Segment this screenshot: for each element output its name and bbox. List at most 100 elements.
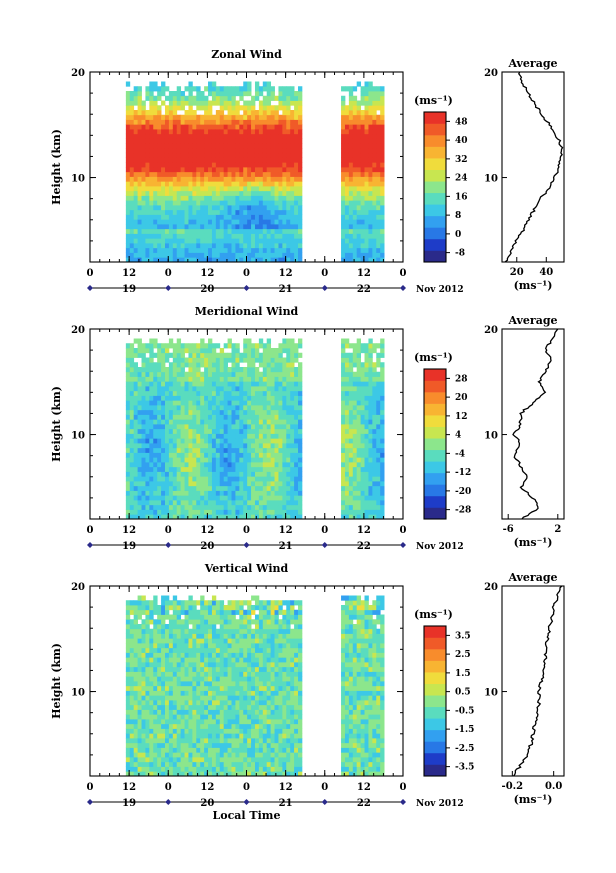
- heatmap-cell: [258, 509, 264, 515]
- heatmap-cell: [180, 700, 185, 706]
- heatmap-cell: [298, 228, 303, 234]
- heatmap-cell: [176, 233, 182, 239]
- heatmap-cell: [153, 381, 158, 387]
- heatmap-cell: [200, 129, 205, 135]
- heatmap-cell: [235, 105, 240, 111]
- heatmap-cell: [360, 129, 365, 135]
- heatmap-cell: [290, 495, 295, 501]
- heatmap-cell: [286, 428, 291, 434]
- heatmap-cell: [164, 190, 170, 196]
- heatmap-cell: [364, 152, 369, 158]
- heatmap-cell: [251, 209, 256, 215]
- heatmap-cell: [376, 481, 381, 487]
- heatmap-cell: [368, 381, 373, 387]
- profile-line: [504, 71, 564, 263]
- heatmap-cell: [153, 447, 158, 453]
- heatmap-cell: [208, 243, 213, 249]
- heatmap-cell: [286, 100, 291, 106]
- heatmap-cell: [348, 424, 354, 430]
- heatmap-cell: [164, 457, 170, 463]
- heatmap-cell: [196, 124, 201, 130]
- heatmap-cell: [204, 424, 209, 430]
- heatmap-cell: [172, 367, 178, 373]
- heatmap-cell: [188, 157, 193, 163]
- heatmap-cell: [215, 171, 221, 177]
- heatmap-cell: [164, 771, 170, 777]
- heatmap-cell: [153, 114, 158, 120]
- heatmap-cell: [243, 367, 248, 373]
- heatmap-cell: [129, 133, 135, 139]
- heatmap-cell: [298, 405, 303, 411]
- heatmap-cell: [243, 481, 248, 487]
- heatmap-cell: [352, 114, 358, 120]
- heatmap-cell: [153, 119, 158, 125]
- heatmap-cell: [129, 761, 135, 767]
- heatmap-cell: [157, 628, 162, 634]
- heatmap-cell: [286, 152, 291, 158]
- heatmap-cell: [211, 181, 217, 187]
- colorbar-swatch: [424, 484, 446, 497]
- heatmap-cell: [341, 148, 346, 154]
- heatmap-cell: [153, 714, 158, 720]
- heatmap-cell: [290, 381, 295, 387]
- heatmap-cell: [145, 514, 150, 520]
- heatmap-cell: [298, 509, 303, 515]
- heatmap-cell: [161, 605, 166, 611]
- heatmap-cell: [208, 367, 213, 373]
- heatmap-cell: [149, 257, 154, 263]
- heatmap-cell: [227, 400, 232, 406]
- heatmap-cell: [239, 205, 244, 211]
- heatmap-cell: [125, 152, 131, 158]
- heatmap-cell: [223, 386, 228, 392]
- heatmap-cell: [254, 214, 260, 220]
- heatmap-cell: [145, 671, 150, 677]
- heatmap-cell: [172, 357, 178, 363]
- heatmap-cell: [223, 371, 228, 377]
- heatmap-cell: [258, 371, 264, 377]
- heatmap-cell: [137, 476, 142, 482]
- heatmap-cell: [348, 119, 354, 125]
- heatmap-cell: [360, 238, 365, 244]
- heatmap-cell: [180, 424, 185, 430]
- colorbar-unit: (ms⁻¹): [414, 351, 453, 364]
- heatmap-cell: [149, 148, 154, 154]
- heatmap-cell: [157, 633, 162, 639]
- heatmap-cell: [247, 143, 252, 149]
- profile-x-label: (ms⁻¹): [514, 279, 553, 292]
- heatmap-cell: [290, 257, 295, 263]
- heatmap-cell: [270, 209, 275, 215]
- heatmap-cell: [153, 704, 158, 710]
- heatmap-cell: [372, 504, 377, 510]
- heatmap-cell: [344, 257, 350, 263]
- heatmap-cell: [164, 633, 170, 639]
- heatmap-cell: [161, 761, 166, 767]
- colorbar-swatch: [424, 135, 446, 147]
- heatmap-cell: [294, 124, 299, 130]
- heatmap-cell: [196, 405, 201, 411]
- heatmap-cell: [164, 495, 170, 501]
- heatmap-cell: [215, 238, 221, 244]
- heatmap-cell: [376, 376, 381, 382]
- heatmap-cell: [204, 481, 209, 487]
- heatmap-cell: [247, 419, 252, 425]
- heatmap-cell: [251, 481, 256, 487]
- heatmap-cell: [376, 133, 381, 139]
- heatmap-cell: [208, 162, 213, 168]
- heatmap-cell: [278, 462, 283, 468]
- heatmap-cell: [254, 228, 260, 234]
- heatmap-cell: [141, 504, 146, 510]
- heatmap-cell: [153, 504, 158, 510]
- heatmap-cell: [196, 243, 201, 249]
- heatmap-cell: [247, 447, 252, 453]
- heatmap-cell: [348, 233, 354, 239]
- heatmap-cell: [235, 181, 240, 187]
- heatmap-cell: [282, 105, 287, 111]
- heatmap-cell: [341, 129, 346, 135]
- heatmap-cell: [368, 114, 373, 120]
- heatmap-cell: [137, 252, 142, 258]
- heatmap-cell: [243, 124, 248, 130]
- heatmap-cell: [286, 424, 291, 430]
- heatmap-cell: [141, 676, 146, 682]
- heatmap-cell: [344, 338, 350, 344]
- heatmap-cell: [149, 381, 154, 387]
